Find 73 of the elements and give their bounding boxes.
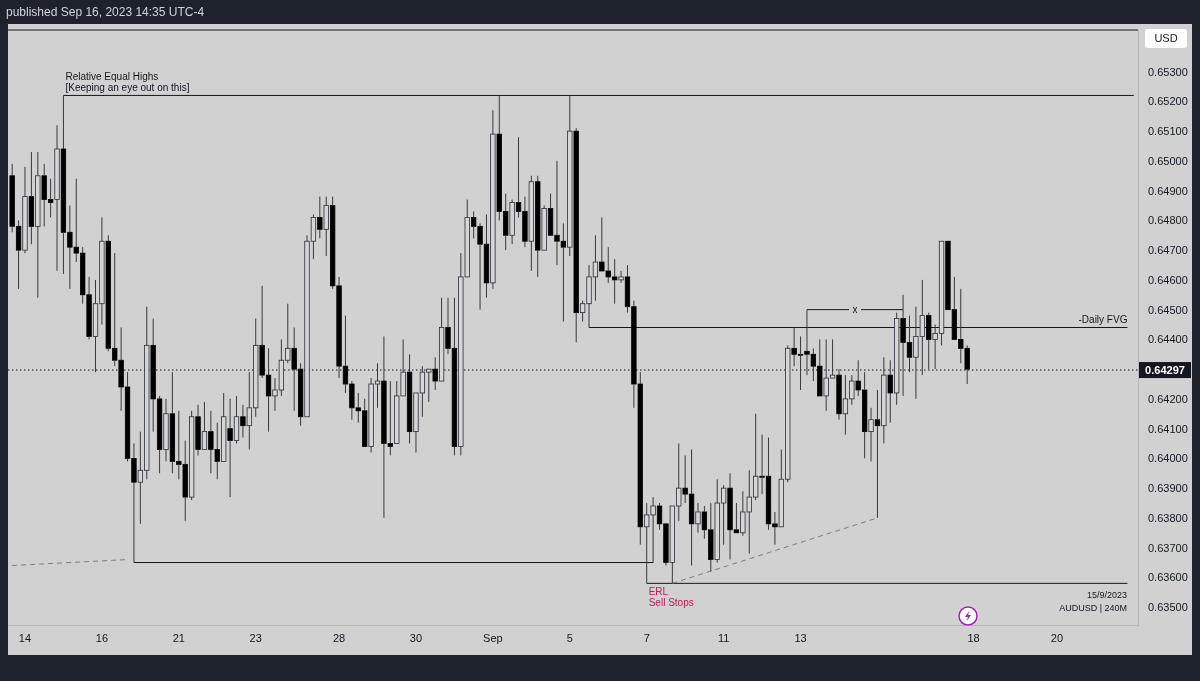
annotation: 15/9/2023 (1086, 590, 1127, 600)
candlestick (233, 395, 240, 445)
candlestick (201, 401, 208, 450)
y-tick-label: 0.65100 (1148, 125, 1188, 138)
candlestick (227, 398, 233, 498)
x-tick-label: 20 (1050, 631, 1064, 644)
candlestick (541, 205, 547, 251)
candlestick (490, 109, 496, 290)
y-tick-label: 0.64100 (1148, 422, 1188, 435)
text: USD (1154, 32, 1178, 44)
annotation: AUDUSD | 240M (1059, 603, 1127, 613)
x-tick-label: 18 (967, 631, 980, 644)
y-tick-label: 0.63800 (1148, 511, 1188, 524)
candlestick (618, 270, 624, 284)
y-tick-label: 0.64600 (1148, 273, 1188, 286)
x-tick-label: 30 (409, 631, 423, 644)
candlestick (28, 151, 35, 245)
chart-title: published Sep 16, 2023 14:35 UTC-4 (6, 5, 205, 19)
candlestick (22, 166, 28, 254)
y-tick-label: 0.64900 (1148, 184, 1188, 197)
candlestick (323, 196, 329, 257)
candlestick (438, 297, 445, 382)
candlestick (406, 353, 413, 445)
candlestick (567, 94, 573, 257)
candlestick (695, 502, 701, 534)
candlestick (573, 127, 579, 343)
candlestick (926, 312, 932, 370)
y-tick-label: 0.63600 (1148, 571, 1188, 584)
x-tick-label: 23 (249, 631, 262, 644)
candlestick (874, 389, 881, 519)
candlestick (836, 368, 842, 421)
candlestick (528, 175, 534, 272)
candlestick (221, 392, 227, 462)
candlestick (195, 404, 201, 456)
y-tick-label: 0.63700 (1148, 541, 1188, 554)
y-tick-label: 0.64200 (1148, 392, 1188, 405)
x-tick-label: 11 (717, 631, 730, 644)
series-label: -Daily FVG (1078, 313, 1128, 325)
candlestick (188, 410, 195, 501)
y-tick-label: 0.64500 (1148, 303, 1188, 316)
x-tick-label: 28 (332, 631, 346, 644)
x-tick-label: 21 (172, 631, 185, 644)
y-tick-label: 0.64700 (1148, 244, 1188, 257)
candlestick (535, 175, 541, 278)
candlestick (509, 199, 515, 245)
x-tick-label: 7 (643, 631, 650, 644)
y-tick-label: 0.65000 (1148, 154, 1188, 167)
candlestick (881, 356, 887, 445)
y-tick-label: 0.63500 (1148, 601, 1188, 614)
series-label: Relative Equal Highs [Keeping an eye out on this] (65, 71, 190, 94)
y-tick-label: 0.64000 (1148, 452, 1188, 465)
candlestick (432, 356, 438, 391)
ref-line-label: 0.64297 (1145, 364, 1185, 377)
candlestick (35, 151, 41, 299)
y-tick-label: 0.64800 (1148, 214, 1188, 227)
x-tick-label: 14 (18, 631, 32, 644)
y-tick-label: 0.65300 (1148, 65, 1188, 78)
candlestick (163, 398, 169, 462)
candlestick (54, 124, 60, 272)
y-tick-label: 0.65200 (1148, 95, 1188, 108)
x-tick-label: 13 (794, 631, 807, 644)
series-label: x (852, 303, 858, 315)
candlestick (240, 404, 246, 439)
x-tick-label: 16 (95, 631, 109, 644)
x-tick-label: 5 (566, 631, 573, 644)
candlestick (887, 359, 893, 424)
candlestick (868, 407, 874, 462)
series-label: ERL Sell Stops (648, 586, 694, 609)
candlestick (317, 196, 323, 239)
y-tick-label: 0.63900 (1148, 482, 1188, 495)
y-tick-label: 0.64400 (1148, 333, 1188, 346)
x-tick-label: Sep (483, 631, 503, 644)
candlestick (894, 312, 900, 406)
